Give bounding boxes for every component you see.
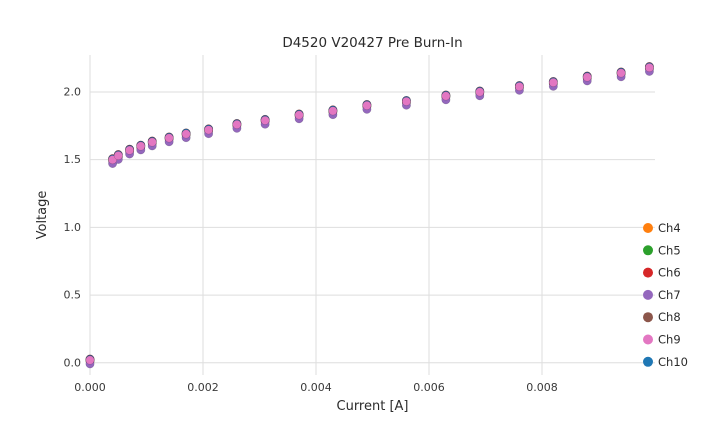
x-tick-label: 0.006 — [413, 381, 445, 394]
chart-title: D4520 V20427 Pre Burn-In — [282, 35, 462, 51]
points-layer — [85, 62, 654, 369]
data-point-ch9 — [136, 141, 146, 151]
legend-item-ch5: Ch5 — [643, 243, 681, 257]
data-point-ch9 — [85, 355, 95, 365]
data-point-ch9 — [644, 63, 654, 73]
data-point-ch9 — [441, 91, 451, 101]
x-tick-label: 0.002 — [187, 381, 219, 394]
data-point-ch9 — [582, 72, 592, 82]
data-point-ch9 — [147, 137, 157, 147]
data-point-ch9 — [475, 87, 485, 97]
legend-marker — [643, 289, 653, 300]
legend-label: Ch9 — [658, 333, 681, 347]
data-point-ch9 — [294, 110, 304, 120]
data-point-ch9 — [260, 115, 270, 125]
legend-marker — [643, 334, 653, 345]
data-point-ch9 — [181, 129, 191, 139]
data-point-ch9 — [328, 106, 338, 116]
y-axis-label: Voltage — [35, 191, 50, 240]
data-point-ch9 — [514, 82, 524, 92]
legend-label: Ch4 — [658, 221, 681, 235]
legend-label: Ch10 — [658, 355, 688, 369]
y-tick-label: 0.0 — [64, 356, 82, 369]
legend: Ch4 Ch5 Ch6 Ch7 Ch8 Ch9 Ch10 — [643, 221, 688, 369]
legend-item-ch7: Ch7 — [643, 288, 681, 302]
legend-marker — [643, 312, 653, 323]
data-point-ch9 — [232, 120, 242, 129]
y-tick-label: 1.5 — [64, 153, 82, 166]
legend-label: Ch8 — [658, 310, 681, 324]
legend-item-ch6: Ch6 — [643, 266, 681, 280]
legend-marker — [643, 245, 653, 256]
y-tick-label: 1.0 — [64, 221, 82, 234]
data-point-ch9 — [548, 78, 558, 87]
data-point-ch9 — [401, 96, 411, 106]
y-tick-label: 2.0 — [64, 85, 82, 98]
legend-item-ch4: Ch4 — [643, 221, 681, 235]
legend-marker — [643, 223, 653, 233]
data-point-ch9 — [164, 133, 174, 143]
x-axis-label: Current [A] — [337, 399, 409, 414]
legend-item-ch10: Ch10 — [643, 355, 688, 369]
data-point-ch9 — [113, 151, 123, 161]
legend-label: Ch7 — [658, 288, 681, 302]
legend-item-ch9: Ch9 — [643, 333, 681, 347]
grid-layer: 0.0 0.5 1.0 1.5 2.0 0.000 0.002 0.004 0.006 0.008 — [64, 55, 655, 394]
legend-label: Ch5 — [658, 243, 681, 257]
x-tick-label: 0.008 — [526, 381, 558, 394]
x-tick-label: 0.000 — [74, 381, 106, 394]
legend-item-ch8: Ch8 — [643, 310, 681, 324]
legend-marker — [643, 267, 653, 278]
legend-label: Ch6 — [658, 266, 681, 280]
data-point-ch9 — [616, 68, 626, 78]
y-tick-label: 0.5 — [64, 289, 82, 302]
x-tick-label: 0.004 — [300, 381, 332, 394]
data-point-ch9 — [204, 125, 214, 135]
data-point-ch9 — [362, 101, 372, 110]
legend-marker — [643, 356, 653, 367]
data-point-ch9 — [125, 145, 135, 155]
